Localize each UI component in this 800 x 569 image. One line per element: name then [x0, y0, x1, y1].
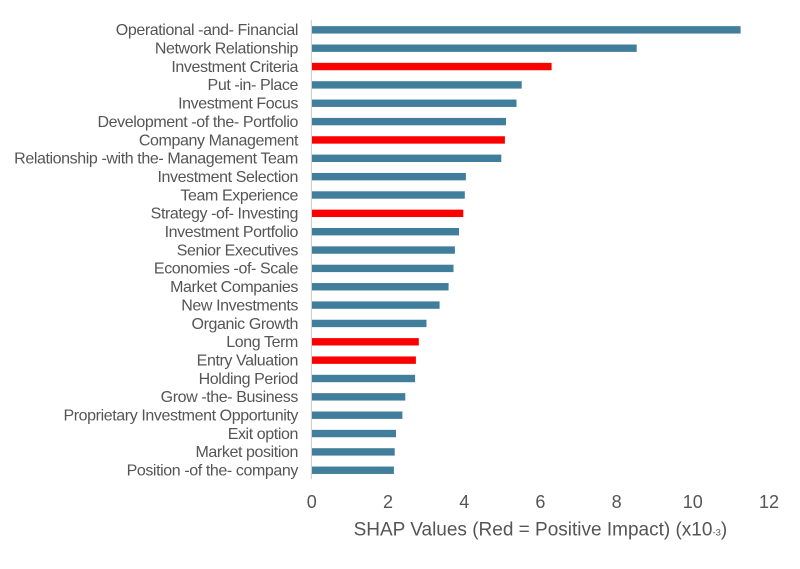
svg-text:Put -in- Place: Put -in- Place [208, 77, 299, 94]
svg-text:Grow -the- Business: Grow -the- Business [161, 389, 299, 406]
svg-text:Entry Valuation: Entry Valuation [197, 352, 298, 369]
svg-text:8: 8 [612, 492, 622, 512]
svg-text:Development -of the- Portfolio: Development -of the- Portfolio [97, 114, 298, 131]
svg-text:12: 12 [759, 492, 779, 512]
svg-text:Position -of the- company: Position -of the- company [127, 463, 299, 480]
svg-text:Exit option: Exit option [228, 426, 298, 443]
svg-text:0: 0 [307, 492, 317, 512]
svg-text:Long Term: Long Term [226, 334, 298, 351]
svg-text:Investment Selection: Investment Selection [157, 169, 298, 186]
svg-text:SHAP Values (Red = Positive Im: SHAP Values (Red = Positive Impact) (x10… [354, 519, 728, 540]
svg-text:6: 6 [535, 492, 545, 512]
svg-text:2: 2 [383, 492, 393, 512]
svg-text:Market position: Market position [196, 444, 299, 461]
svg-text:4: 4 [459, 492, 469, 512]
svg-text:Senior Executives: Senior Executives [177, 242, 299, 259]
svg-text:Network Relationship: Network Relationship [155, 41, 299, 58]
svg-text:Investment Focus: Investment Focus [178, 96, 298, 113]
svg-text:Organic Growth: Organic Growth [192, 316, 298, 333]
svg-text:New Investments: New Investments [181, 297, 298, 314]
svg-text:Team Experience: Team Experience [180, 187, 298, 204]
svg-text:Investment Criteria: Investment Criteria [171, 59, 298, 76]
svg-text:Operational -and- Financial: Operational -and- Financial [116, 22, 298, 39]
svg-text:Strategy -of- Investing: Strategy -of- Investing [151, 206, 298, 223]
svg-text:10: 10 [683, 492, 703, 512]
svg-text:Company Management: Company Management [139, 132, 299, 149]
svg-text:Proprietary Investment Opportu: Proprietary Investment Opportunity [63, 408, 298, 425]
svg-text:Relationship -with the- Manage: Relationship -with the- Management Team [14, 151, 298, 168]
svg-text:Investment Portfolio: Investment Portfolio [165, 224, 299, 241]
svg-text:Holding Period: Holding Period [199, 371, 298, 388]
svg-text:Economies -of- Scale: Economies -of- Scale [154, 261, 299, 278]
svg-text:Market Companies: Market Companies [170, 279, 298, 296]
